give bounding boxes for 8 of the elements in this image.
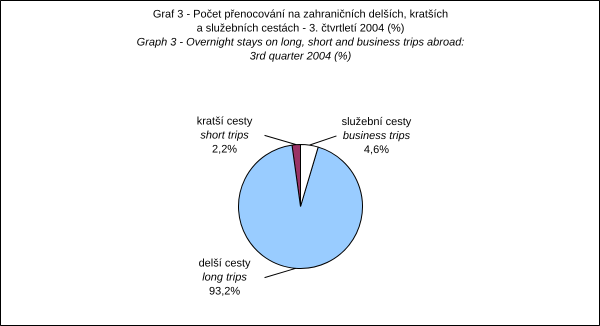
chart-title: Graf 3 - Počet přenocování na zahraničních delších, kratších a služebních cestách - 3. čtvrtletí 2004 (%) [152, 8, 448, 34]
data-label: 4,6% [364, 144, 390, 156]
legend-label: delší cesty long trips [198, 258, 252, 284]
chart-subtitle: Graph 3 - Overnight stays on long, short and business trips abroad: 3rd quarter 2004 (%) [136, 36, 464, 62]
slice-label: kratší cesty short trips [196, 115, 253, 142]
slice-label: služební cesty business trips [342, 116, 412, 142]
data-label: 2,2% [212, 143, 238, 156]
data-label: 93,2% [208, 286, 240, 298]
